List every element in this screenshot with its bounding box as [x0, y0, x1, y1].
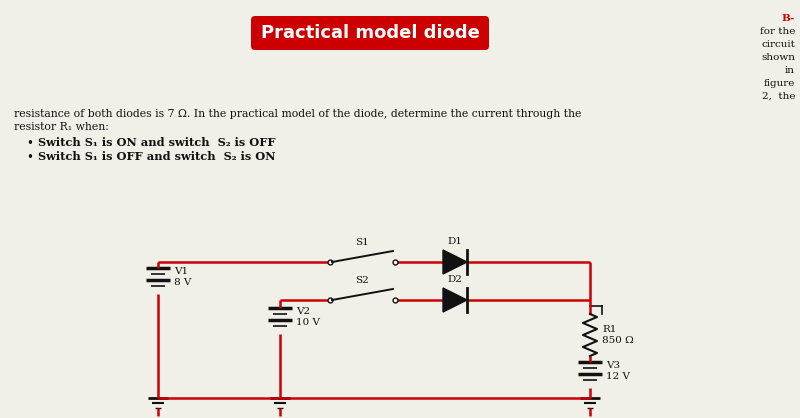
Text: resistor R₁ when:: resistor R₁ when:: [14, 122, 109, 132]
Text: circuit: circuit: [761, 40, 795, 49]
FancyBboxPatch shape: [251, 16, 489, 50]
Text: V3
12 V: V3 12 V: [606, 361, 630, 381]
Text: Switch S₁ is ON and switch  S₂ is OFF: Switch S₁ is ON and switch S₂ is OFF: [38, 137, 275, 148]
Text: B-: B-: [782, 14, 795, 23]
Text: D2: D2: [447, 275, 462, 284]
Text: for the: for the: [760, 27, 795, 36]
Text: in: in: [785, 66, 795, 75]
Text: R1
850 Ω: R1 850 Ω: [602, 325, 634, 345]
Text: •: •: [26, 137, 33, 150]
Text: S2: S2: [356, 276, 370, 285]
Text: Practical model diode: Practical model diode: [261, 24, 479, 42]
Text: figure: figure: [764, 79, 795, 88]
Polygon shape: [443, 288, 467, 312]
Polygon shape: [443, 250, 467, 274]
Text: S1: S1: [356, 238, 370, 247]
Text: resistance of both diodes is 7 Ω. In the practical model of the diode, determine: resistance of both diodes is 7 Ω. In the…: [14, 109, 582, 119]
Text: •: •: [26, 151, 33, 164]
Text: shown: shown: [761, 53, 795, 62]
Text: V1
8 V: V1 8 V: [174, 267, 191, 287]
Text: Switch S₁ is OFF and switch  S₂ is ON: Switch S₁ is OFF and switch S₂ is ON: [38, 151, 275, 162]
Text: V2
10 V: V2 10 V: [296, 307, 320, 327]
Text: D1: D1: [447, 237, 462, 246]
Text: 2,  the: 2, the: [762, 92, 795, 101]
